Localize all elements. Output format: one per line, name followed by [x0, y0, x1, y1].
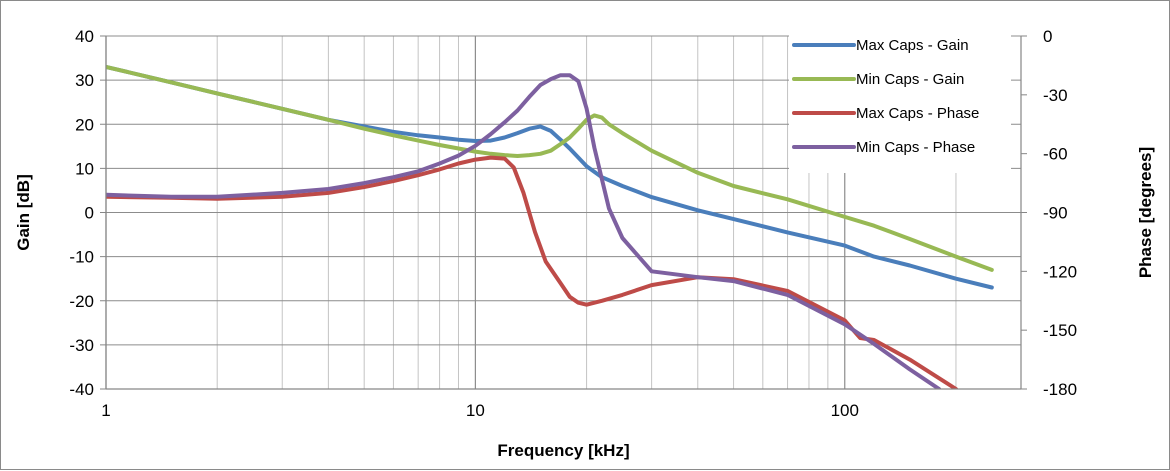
y-tick-label: 10 [75, 159, 94, 178]
x-tick-label: 1 [101, 401, 110, 420]
x-tick-label: 100 [831, 401, 859, 420]
y-tick-label: -40 [69, 380, 94, 399]
y2-tick-label: -150 [1043, 321, 1077, 340]
x-axis-title: Frequency [kHz] [497, 441, 629, 460]
y-tick-label: -30 [69, 336, 94, 355]
y-tick-label: -10 [69, 248, 94, 267]
legend-label: Min Caps - Gain [856, 71, 964, 88]
y2-axis-title: Phase [degrees] [1136, 147, 1155, 278]
series-line-min-caps-gain [106, 64, 994, 272]
series-line-max-caps-phase [106, 155, 958, 389]
y-tick-label: 40 [75, 27, 94, 46]
series-line-max-caps-gain [106, 64, 994, 290]
y2-tick-label: -120 [1043, 262, 1077, 281]
series-line-min-caps-phase [106, 73, 942, 389]
y-tick-label: 0 [85, 204, 94, 223]
legend-label: Max Caps - Gain [856, 37, 969, 54]
y-tick-label: 30 [75, 71, 94, 90]
y2-tick-label: -30 [1043, 86, 1068, 105]
legend-label: Min Caps - Phase [856, 139, 975, 156]
y2-tick-label: -60 [1043, 145, 1068, 164]
y2-tick-label: 0 [1043, 27, 1052, 46]
legend-label: Max Caps - Phase [856, 105, 979, 122]
y-tick-label: 20 [75, 115, 94, 134]
y-axis-title: Gain [dB] [14, 174, 33, 251]
x-tick-label: 10 [466, 401, 485, 420]
y2-tick-label: -180 [1043, 380, 1077, 399]
y2-tick-label: -90 [1043, 204, 1068, 223]
axis-layer: 403020100-10-20-30-400-30-60-90-120-150-… [69, 27, 1077, 420]
series-layer [106, 64, 994, 389]
legend: Max Caps - Gain Min Caps - Gain Max Caps -… [789, 23, 1011, 173]
y-tick-label: -20 [69, 292, 94, 311]
